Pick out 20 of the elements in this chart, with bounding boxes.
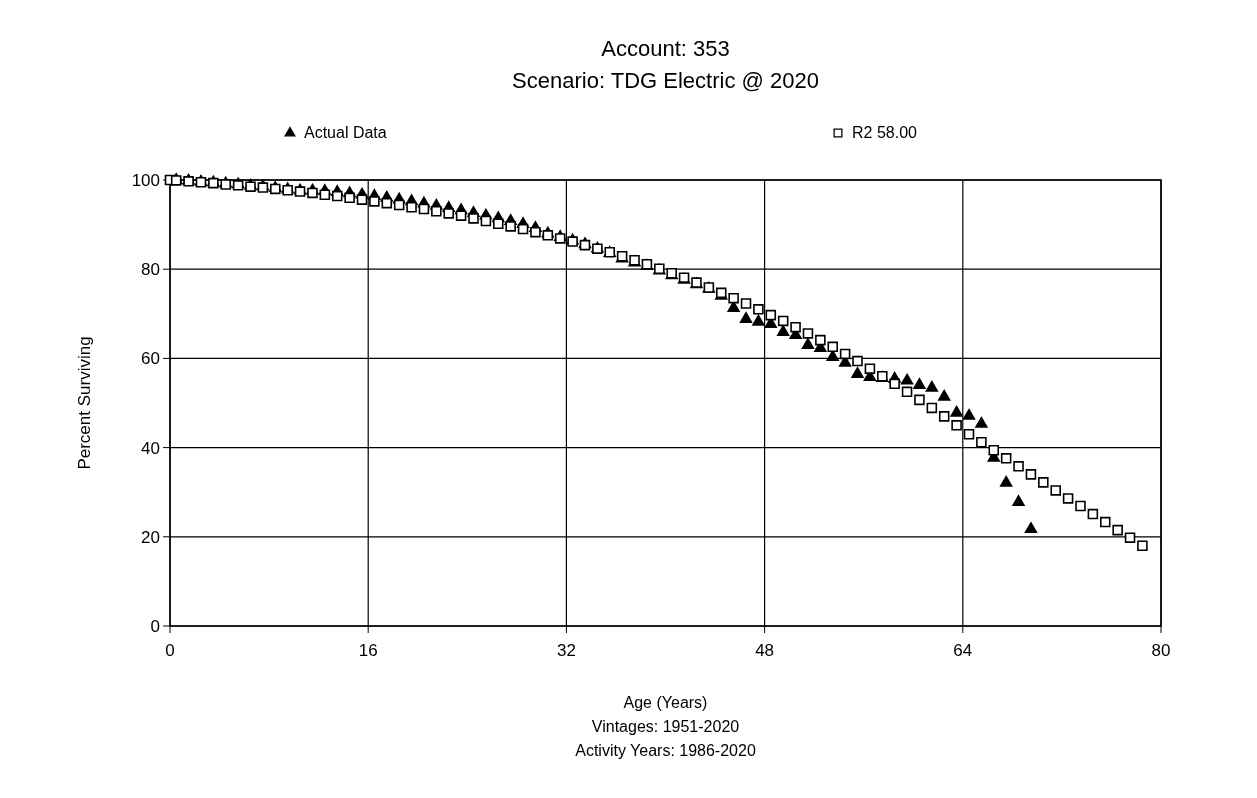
chart-title: Account: 353 <box>601 36 730 61</box>
x-tick-label: 80 <box>1151 641 1171 660</box>
x-axis-title: Age (Years) <box>623 694 708 711</box>
legend-label: R2 58.00 <box>852 124 918 141</box>
y-tick-label: 60 <box>141 349 160 369</box>
y-tick-label: 40 <box>141 438 160 458</box>
y-tick-label: 20 <box>141 527 160 547</box>
x-tick-label: 16 <box>358 641 378 660</box>
y-tick-label: 100 <box>131 171 160 190</box>
text: Vintages: 1951-2020 <box>591 718 740 735</box>
text: Activity Years: 1986-2020 <box>575 742 756 759</box>
x-tick-label: 32 <box>556 641 576 660</box>
y-tick-label: 80 <box>141 260 160 280</box>
y-axis-title: Percent Surviving <box>75 336 94 470</box>
x-tick-label: 48 <box>755 641 775 660</box>
x-tick-label: 0 <box>165 641 175 660</box>
y-tick-label: 0 <box>150 617 160 636</box>
legend-label: Actual Data <box>304 124 387 141</box>
x-tick-label: 64 <box>953 641 973 660</box>
chart-subtitle: Scenario: TDG Electric @ 2020 <box>512 68 819 93</box>
